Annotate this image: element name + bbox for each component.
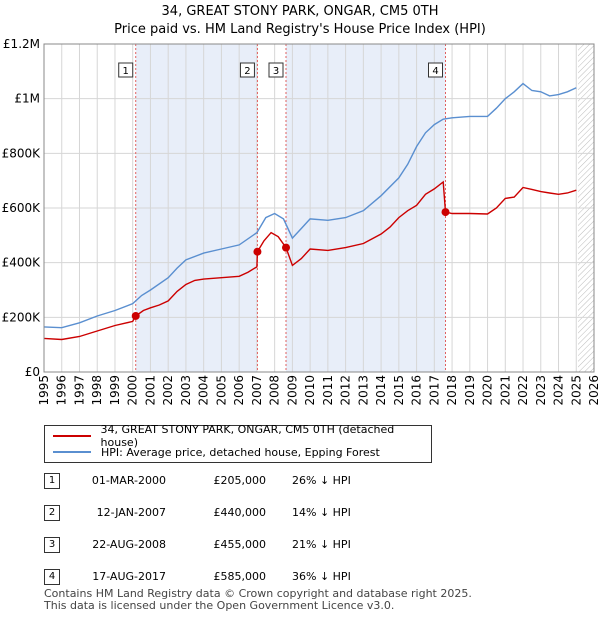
legend-item-hpi: HPI: Average price, detached house, Eppi…	[53, 445, 380, 459]
x-tick-label: 1998	[90, 375, 104, 406]
sale-number-box	[239, 62, 255, 78]
x-tick-label: 2023	[534, 375, 548, 406]
x-tick-label: 2002	[161, 375, 175, 406]
sale-point	[253, 247, 262, 256]
row-price: £455,000	[213, 538, 267, 551]
table-row: 1 01-MAR-2000 £205,000 26% ↓ HPI	[0, 472, 600, 492]
y-tick-label: £800K	[2, 146, 42, 160]
x-tick-label: 2020	[481, 375, 495, 406]
x-tick-label: 2026	[587, 375, 600, 406]
hpi-line	[43, 82, 577, 329]
row-date: 01-MAR-2000	[91, 474, 166, 487]
y-tick-label: £400K	[2, 256, 42, 270]
sale-number-box	[268, 62, 284, 78]
row-price: £440,000	[213, 506, 267, 519]
legend-label-price: 34, GREAT STONY PARK, ONGAR, CM5 0TH (de…	[100, 423, 395, 449]
x-tick-label: 2003	[179, 375, 193, 406]
sale-number-label: 4	[432, 66, 438, 77]
x-tick-label: 2000	[126, 375, 140, 406]
x-tick-label: 2001	[143, 375, 157, 406]
y-tick-label: £1M	[14, 92, 40, 106]
y-tick-label: £0	[25, 365, 40, 379]
x-tick-label: 2009	[285, 375, 299, 406]
x-tick-label: 2021	[498, 375, 512, 406]
row-number: 2	[44, 505, 60, 521]
x-tick-label: 2018	[445, 375, 459, 406]
sale-point	[441, 208, 450, 217]
sale-number-label: 2	[244, 66, 250, 77]
legend-swatch-hpi	[53, 451, 91, 453]
row-hpi: 26% ↓ HPI	[292, 474, 351, 487]
x-tick-label: 2019	[463, 375, 477, 406]
x-tick-label: 2010	[303, 375, 317, 406]
row-date: 17-AUG-2017	[92, 570, 166, 583]
x-tick-label: 1996	[55, 375, 69, 406]
legend-label-hpi: HPI: Average price, detached house, Eppi…	[101, 445, 380, 459]
row-hpi: 21% ↓ HPI	[292, 538, 351, 551]
row-date: 12-JAN-2007	[96, 506, 166, 519]
sale-point	[282, 243, 290, 252]
footer-copyright: Contains HM Land Registry data © Crown c…	[44, 587, 472, 600]
y-tick-label: £600K	[2, 201, 42, 215]
row-hpi: 36% ↓ HPI	[292, 570, 351, 583]
x-tick-label: 2005	[214, 375, 228, 406]
price-paid-line	[43, 180, 577, 341]
y-tick-label: £1.2M	[3, 37, 40, 51]
x-tick-label: 2024	[552, 375, 566, 406]
sale-number-box	[118, 62, 134, 78]
x-tick-label: 2007	[250, 375, 264, 406]
legend: 34, GREAT STONY PARK, ONGAR, CM5 0TH (de…	[44, 423, 432, 463]
row-hpi: 14% ↓ HPI	[292, 506, 351, 519]
x-tick-label: 2022	[516, 375, 530, 406]
x-tick-label: 2014	[374, 375, 388, 406]
row-date: 22-AUG-2008	[92, 538, 166, 551]
row-number: 1	[44, 473, 60, 489]
x-tick-label: 1995	[37, 375, 51, 406]
x-tick-label: 2006	[232, 375, 246, 406]
footer-licence: This data is licensed under the Open Gov…	[44, 599, 395, 612]
x-tick-label: 1999	[108, 375, 122, 406]
x-tick-label: 2016	[410, 375, 424, 406]
sale-number-label: 1	[123, 66, 129, 77]
table-row: 4 17-AUG-2017 £585,000 36% ↓ HPI	[0, 568, 600, 588]
x-tick-label: 2008	[268, 375, 282, 406]
table-row: 2 12-JAN-2007 £440,000 14% ↓ HPI	[0, 504, 600, 524]
chart-subtitle: Price paid vs. HM Land Registry's House …	[114, 22, 486, 37]
sale-number-box	[428, 62, 443, 78]
y-tick-label: £200K	[2, 310, 42, 324]
legend-swatch-price	[53, 435, 91, 437]
table-row: 3 22-AUG-2008 £455,000 21% ↓ HPI	[0, 536, 600, 556]
x-tick-label: 2011	[321, 375, 335, 406]
x-tick-label: 2017	[427, 375, 441, 406]
row-number: 3	[44, 537, 60, 553]
x-tick-label: 2004	[197, 375, 211, 406]
row-price: £585,000	[213, 570, 267, 583]
x-tick-label: 2025	[569, 375, 583, 406]
x-tick-label: 1997	[72, 375, 86, 406]
price-chart: 1 2 3 4 £0 £200K £400K £600K £800K £1M £1.2M 1995 19…	[2, 37, 600, 406]
chart-title: 34, GREAT STONY PARK, ONGAR, CM5 0TH	[161, 4, 439, 19]
footer: Contains HM Land Registry data © Crown c…	[44, 588, 472, 612]
x-tick-label: 2015	[392, 375, 406, 406]
sale-point	[131, 311, 140, 320]
legend-item-price: 34, GREAT STONY PARK, ONGAR, CM5 0TH (de…	[53, 423, 431, 449]
x-tick-label: 2012	[339, 375, 353, 406]
row-price: £205,000	[213, 474, 267, 487]
row-number: 4	[44, 569, 60, 585]
x-tick-label: 2013	[356, 375, 370, 406]
sale-number-label: 3	[273, 66, 279, 77]
plot-frame	[43, 43, 595, 373]
